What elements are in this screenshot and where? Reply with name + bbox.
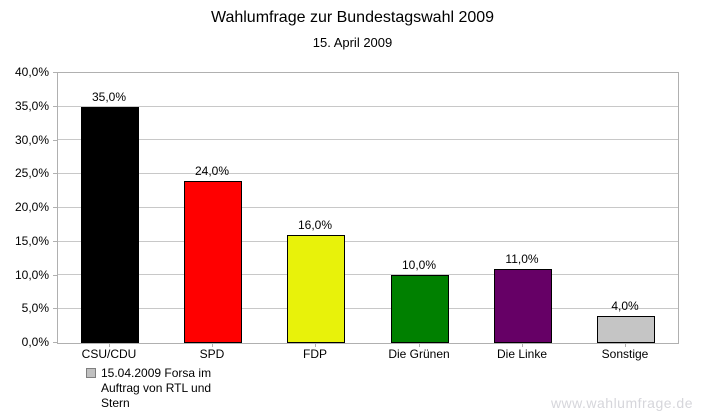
y-axis-tick <box>53 140 57 141</box>
bar-csu-cdu <box>81 107 139 343</box>
y-axis-tick-label: 15,0% <box>14 233 49 248</box>
bar-die-grünen <box>391 275 449 343</box>
gridline <box>58 139 678 140</box>
y-axis-tick <box>53 173 57 174</box>
y-axis-tick-label: 35,0% <box>14 98 49 113</box>
bar-value-label: 24,0% <box>194 164 230 178</box>
y-axis-tick-label: 40,0% <box>14 65 49 79</box>
legend-label-line: Stern <box>101 396 130 410</box>
x-axis-tick <box>419 343 420 347</box>
bar-sonstige <box>597 316 655 343</box>
y-axis-tick-label: 0,0% <box>21 335 49 349</box>
y-axis-tick <box>53 275 57 276</box>
bar-value-label: 11,0% <box>505 252 539 266</box>
y-axis-tick-label: 20,0% <box>14 200 49 214</box>
bar-value-label: 4,0% <box>611 299 639 313</box>
y-axis-tick <box>53 342 57 343</box>
y-axis-tick-label: 25,0% <box>14 166 49 181</box>
bar-value-label: 16,0% <box>297 218 333 232</box>
x-axis-label-die-linke: Die Linke <box>496 347 548 361</box>
chart-subtitle: 15. April 2009 <box>312 35 393 50</box>
x-axis-label-fdp: FDP <box>303 347 327 361</box>
x-axis-tick <box>625 343 626 347</box>
x-axis-label-die-grünen: Die Grünen <box>388 347 450 361</box>
bar-die-linke <box>494 269 552 343</box>
bar-value-label: 10,0% <box>401 258 437 272</box>
y-axis-tick <box>53 106 57 107</box>
watermark: www.wahlumfrage.de <box>550 395 693 411</box>
x-axis-label-csu-cdu: CSU/CDU <box>81 347 137 361</box>
bar-fdp <box>287 235 345 343</box>
gridline <box>58 308 678 309</box>
x-axis-label-sonstige: Sonstige <box>601 347 649 361</box>
x-axis-tick <box>522 343 523 347</box>
gridline <box>58 173 678 174</box>
plot-area <box>57 72 679 344</box>
bar-value-label: 35,0% <box>91 90 127 104</box>
y-axis-tick <box>53 241 57 242</box>
y-axis-tick-label: 5,0% <box>21 301 49 316</box>
x-axis-tick <box>109 343 110 347</box>
legend-label-line: 15.04.2009 Forsa im <box>101 366 212 380</box>
y-axis-tick <box>53 72 57 73</box>
gridline <box>58 274 678 275</box>
x-axis-tick <box>315 343 316 347</box>
gridline <box>58 106 678 107</box>
y-axis-tick-label: 30,0% <box>14 132 49 147</box>
legend-swatch <box>86 368 96 378</box>
gridline <box>58 207 678 208</box>
gridline <box>58 241 678 242</box>
legend-label-line: Auftrag von RTL und <box>101 381 212 395</box>
x-axis-tick <box>212 343 213 347</box>
y-axis-tick <box>53 207 57 208</box>
y-axis-tick <box>53 308 57 309</box>
bar-spd <box>184 181 242 343</box>
y-axis-tick-label: 10,0% <box>14 267 49 282</box>
x-axis-label-spd: SPD <box>199 347 225 361</box>
chart-title: Wahlumfrage zur Bundestagswahl 2009 <box>210 9 495 26</box>
legend-label: 15.04.2009 Forsa im Auftrag von RTL und … <box>101 366 211 411</box>
